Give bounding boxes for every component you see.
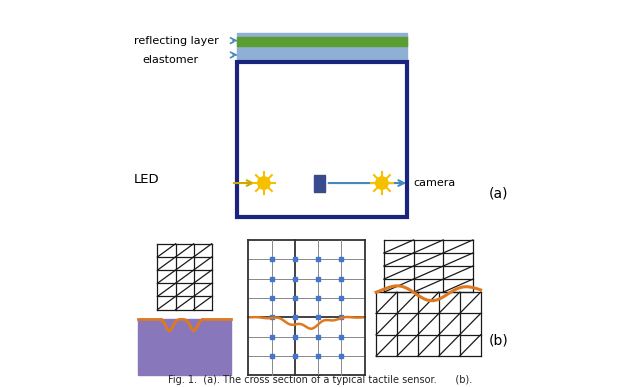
Bar — [237, 37, 407, 46]
Text: elastomer: elastomer — [142, 55, 198, 65]
Text: (b): (b) — [488, 334, 508, 348]
Text: camera: camera — [413, 178, 455, 188]
Bar — [237, 62, 407, 217]
Text: (a): (a) — [488, 187, 508, 200]
Circle shape — [376, 177, 388, 189]
Text: Fig. 1.  (a). The cross section of a typical tactile sensor.      (b).: Fig. 1. (a). The cross section of a typi… — [168, 375, 472, 385]
Text: LED: LED — [134, 173, 160, 187]
Bar — [314, 175, 325, 192]
Circle shape — [258, 177, 270, 189]
Bar — [237, 33, 407, 62]
Bar — [138, 319, 231, 375]
Text: reflecting layer: reflecting layer — [134, 36, 219, 46]
